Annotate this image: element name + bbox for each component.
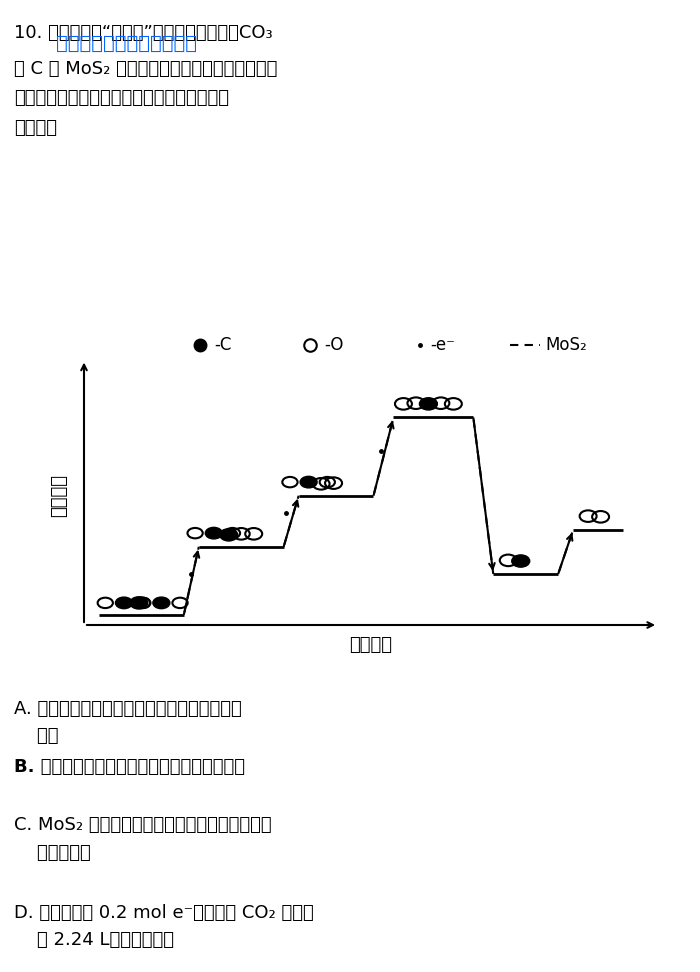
Circle shape [512, 555, 530, 568]
Text: 应历程中的相对能量变化如图所示。下列说法: 应历程中的相对能量变化如图所示。下列说法 [14, 89, 229, 108]
Circle shape [205, 528, 223, 538]
Text: D. 电极上失去 0.2 mol e⁻时，生成 CO₂ 的体积: D. 电极上失去 0.2 mol e⁻时，生成 CO₂ 的体积 [14, 904, 314, 922]
Text: 和 C 在 MoS₂ 的催化作用下发生电极反应，其反: 和 C 在 MoS₂ 的催化作用下发生电极反应，其反 [14, 60, 277, 79]
Circle shape [130, 597, 148, 609]
Text: 为 2.24 L（标准状况）: 为 2.24 L（标准状况） [14, 931, 174, 950]
Text: 应速率加快: 应速率加快 [14, 844, 91, 862]
Text: 错误的是: 错误的是 [14, 119, 57, 137]
Text: B. 反应历程中涉及电子转移的变化均吸收能量: B. 反应历程中涉及电子转移的变化均吸收能量 [14, 758, 245, 777]
Circle shape [419, 398, 438, 410]
Circle shape [153, 597, 170, 608]
Text: 相对能量: 相对能量 [50, 474, 68, 517]
Text: 反应历程: 反应历程 [349, 637, 393, 654]
Text: 微信公众号关注：趣找答案: 微信公众号关注：趣找答案 [56, 34, 197, 53]
Text: -C: -C [214, 336, 232, 355]
Text: -e⁻: -e⁻ [430, 336, 455, 355]
Text: 10. 用微信电池“异处锂”备锂离子电池，其CO₃: 10. 用微信电池“异处锂”备锂离子电池，其CO₃ [14, 24, 272, 43]
Circle shape [300, 476, 317, 488]
Circle shape [116, 597, 132, 608]
Text: 形成: 形成 [14, 727, 59, 746]
Circle shape [220, 529, 238, 541]
Text: MoS₂: MoS₂ [545, 336, 587, 355]
Text: A. 反应历程中存在极性键和非极性键的断裂和: A. 反应历程中存在极性键和非极性键的断裂和 [14, 700, 241, 718]
Text: C. MoS₂ 催化剂通过降低电极反应的活化能使反: C. MoS₂ 催化剂通过降低电极反应的活化能使反 [14, 816, 272, 835]
Text: -O: -O [324, 336, 344, 355]
